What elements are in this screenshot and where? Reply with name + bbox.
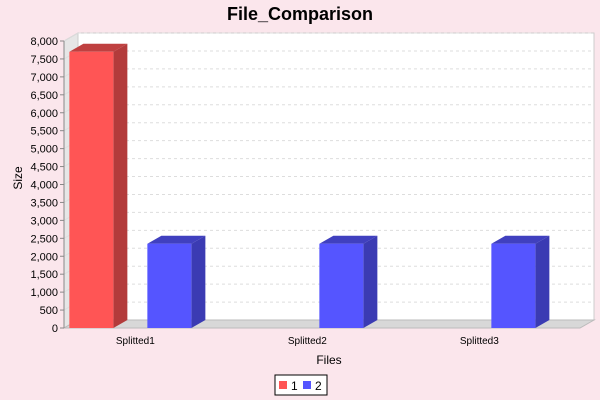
x-tick-label: Splitted1 bbox=[116, 336, 155, 347]
y-tick-label: 3,500 bbox=[30, 197, 58, 209]
y-tick-label: 0 bbox=[52, 323, 58, 335]
legend-box bbox=[274, 374, 328, 396]
x-tick-label: Splitted2 bbox=[288, 336, 327, 347]
bar-top bbox=[69, 43, 128, 52]
legend-label: 1 bbox=[291, 379, 298, 393]
y-tick-label: 5,000 bbox=[30, 144, 58, 156]
bar-side bbox=[535, 235, 550, 328]
bar-Splitted3-series-2 bbox=[491, 235, 550, 328]
y-axis: 0 500 1,000 1,500 2,000 2,500 3,000 3,500 4,000 4… bbox=[30, 36, 65, 335]
y-tick-label: 6,000 bbox=[30, 108, 58, 120]
bar-top bbox=[491, 235, 550, 244]
y-tick-label: 1,500 bbox=[30, 269, 58, 281]
bar-Splitted1-series-1 bbox=[69, 43, 128, 328]
y-axis-label: Size bbox=[11, 166, 25, 190]
bar-side bbox=[191, 235, 206, 328]
y-tick-label: 5,500 bbox=[30, 126, 58, 138]
bar-front bbox=[69, 51, 114, 328]
legend-swatch bbox=[279, 381, 287, 389]
legend-label: 2 bbox=[315, 379, 322, 393]
y-tick-label: 7,500 bbox=[30, 54, 58, 66]
bars bbox=[69, 43, 550, 328]
bar-Splitted1-series-2 bbox=[147, 235, 206, 328]
x-axis: Splitted1 Splitted2 Splitted3 bbox=[116, 336, 499, 347]
chart-title: File_Comparison bbox=[227, 4, 373, 24]
y-tick-label: 500 bbox=[40, 305, 58, 317]
y-tick-label: 4,000 bbox=[30, 180, 58, 192]
bar-top bbox=[147, 235, 206, 244]
y-tick-label: 4,500 bbox=[30, 162, 58, 174]
y-tick-label: 7,000 bbox=[30, 72, 58, 84]
x-tick-label: Splitted3 bbox=[460, 336, 499, 347]
y-tick-label: 1,000 bbox=[30, 287, 58, 299]
bar-front bbox=[319, 243, 364, 328]
y-tick-label: 2,000 bbox=[30, 251, 58, 263]
x-axis-label: Files bbox=[316, 353, 341, 367]
bar-front bbox=[491, 243, 536, 328]
bar-Splitted2-series-2 bbox=[319, 235, 378, 328]
bar-top bbox=[319, 235, 378, 244]
y-tick-label: 2,500 bbox=[30, 233, 58, 245]
y-tick-label: 3,000 bbox=[30, 215, 58, 227]
bar-front bbox=[147, 243, 192, 328]
bar-side bbox=[363, 235, 378, 328]
gridline-side bbox=[63, 32, 79, 42]
bar-side bbox=[113, 43, 128, 328]
legend-swatch bbox=[303, 381, 311, 389]
y-tick-label: 6,500 bbox=[30, 90, 58, 102]
y-tick-label: 8,000 bbox=[30, 36, 58, 48]
